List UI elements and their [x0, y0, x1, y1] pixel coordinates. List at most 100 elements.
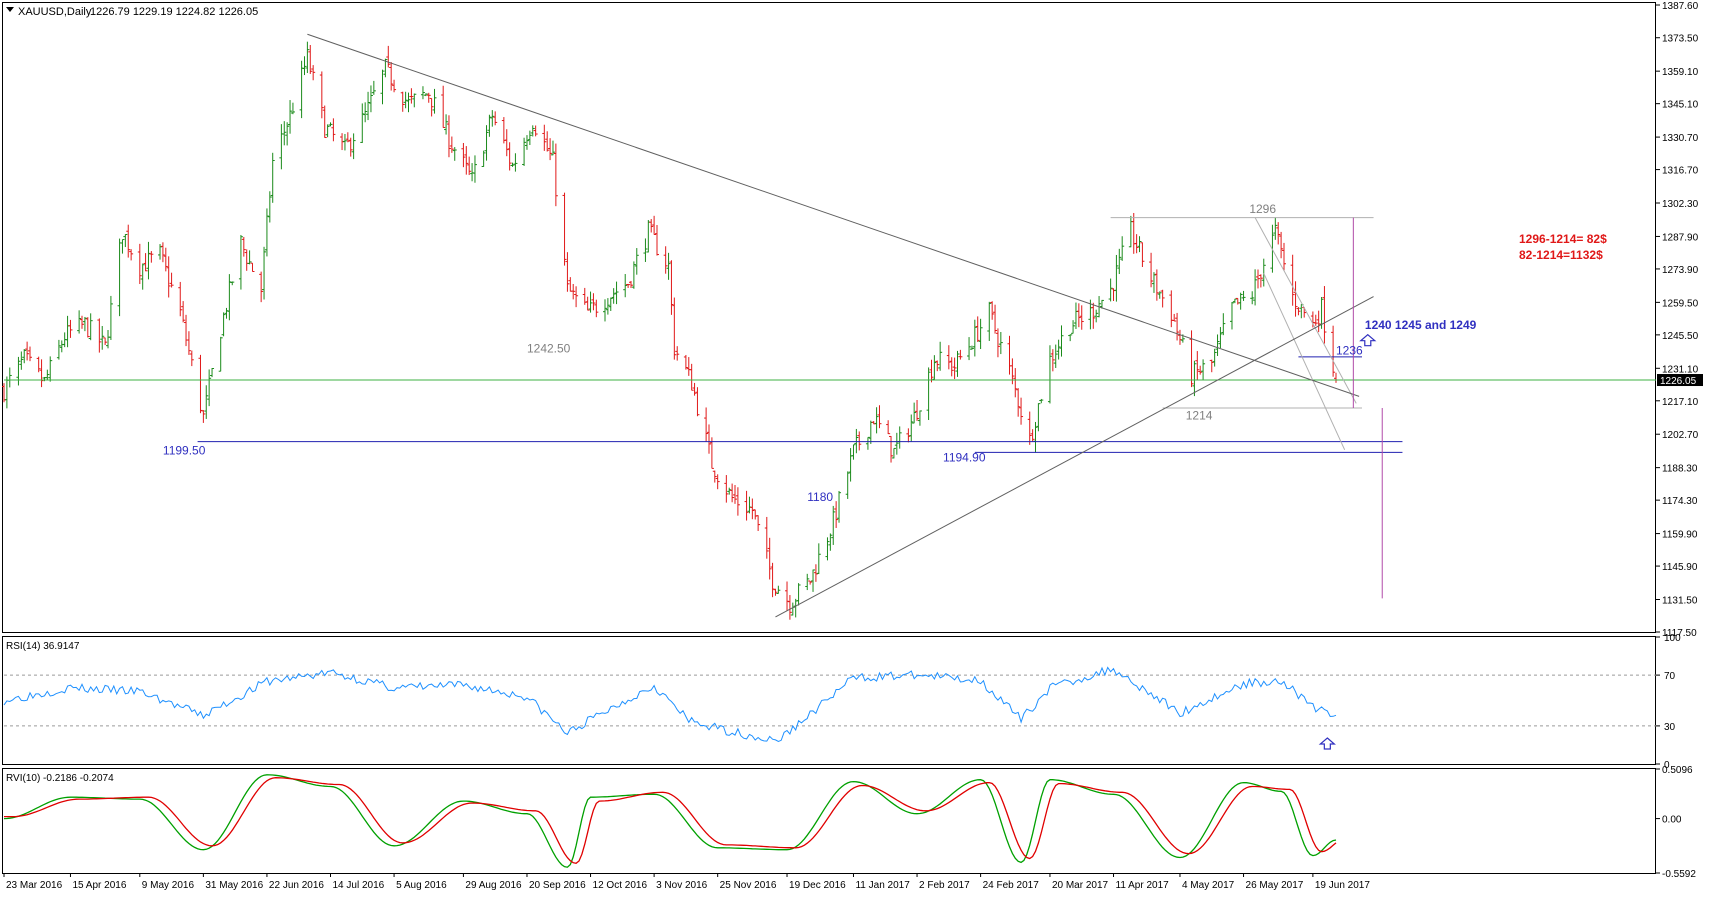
ohlc-bar — [654, 224, 659, 256]
ohlc-bar — [163, 247, 168, 272]
rvi-panel-frame — [2, 768, 1656, 874]
price-tick-label: 1345.10 — [1662, 100, 1699, 111]
price-annotation: 1199.50 — [163, 443, 206, 457]
ohlc-bar — [470, 163, 475, 182]
date-tick-label: 26 May 2017 — [1246, 880, 1304, 891]
price-tick-label: 1287.90 — [1662, 232, 1699, 243]
ohlc-bar — [16, 356, 21, 386]
ohlc-bar — [429, 97, 434, 117]
ohlc-bar — [461, 142, 466, 168]
ohlc-bar — [1137, 236, 1142, 253]
ohlc-bar — [1195, 351, 1200, 380]
ohlc-bar — [894, 432, 899, 455]
ohlc-bar — [628, 280, 633, 288]
ohlc-bar — [1192, 360, 1197, 397]
ohlc-bar — [1221, 313, 1226, 336]
price-tick-label: 1259.50 — [1662, 298, 1699, 309]
ohlc-bar — [319, 71, 324, 119]
symbol-title: XAUUSD,Daily — [18, 6, 92, 18]
ohlc-bar — [978, 318, 983, 350]
price-tick-label: 1387.60 — [1662, 1, 1699, 12]
date-tick-label: 29 Aug 2016 — [465, 880, 522, 891]
ohlc-bar — [727, 487, 732, 495]
ohlc-bar — [542, 124, 547, 151]
ohlc-bar — [1149, 252, 1154, 288]
ohlc-bar — [322, 105, 327, 139]
ohlc-bar — [186, 331, 191, 355]
ohlc-bar — [423, 93, 428, 97]
ohlc-bar — [750, 498, 755, 520]
ohlc-bar — [1316, 310, 1321, 333]
ohlc-bar — [82, 316, 87, 332]
ohlc-bar — [588, 291, 593, 313]
ohlc-bar — [1293, 281, 1298, 317]
ohlc-bar — [348, 137, 353, 157]
ohlc-bar — [813, 564, 818, 582]
price-annotation: 1214 — [1186, 409, 1213, 423]
ohlc-bar — [917, 410, 922, 426]
ohlc-bar — [611, 288, 616, 304]
ohlc-bar — [467, 156, 472, 176]
price-tick-label: 1188.30 — [1662, 464, 1698, 475]
ohlc-bar — [1172, 313, 1177, 322]
ohlc-bar — [756, 515, 761, 531]
ohlc-bar — [464, 146, 469, 175]
ohlc-bar — [169, 272, 174, 288]
ohlc-bar — [1198, 365, 1203, 375]
ohlc-bar — [605, 298, 610, 315]
ohlc-bar — [891, 447, 896, 459]
ohlc-bar — [389, 62, 394, 91]
ohlc-bar — [45, 369, 50, 380]
ohlc-bar — [522, 137, 527, 166]
ohlc-bar — [1050, 349, 1055, 372]
ohlc-bar — [88, 313, 93, 341]
ohlc-bar — [1007, 335, 1012, 375]
ohlc-bar — [785, 581, 790, 611]
date-tick-label: 19 Jun 2017 — [1315, 880, 1370, 891]
price-annotation: 1194.90 — [943, 450, 986, 464]
ohlc-bar — [371, 80, 376, 95]
ohlc-bar — [767, 537, 772, 580]
channel-upper-line — [1254, 217, 1357, 404]
ohlc-bar — [1134, 234, 1139, 254]
ohlc-bar — [672, 297, 677, 360]
ohlc-bar — [1157, 291, 1162, 299]
ohlc-bar — [972, 319, 977, 357]
ohlc-bar — [39, 359, 44, 388]
ohlc-bar — [1053, 344, 1058, 368]
ohlc-bar — [808, 580, 813, 585]
triangle-down-icon[interactable] — [6, 7, 14, 12]
ohlc-bar — [854, 428, 859, 454]
ohlc-bar — [675, 346, 680, 361]
date-tick-label: 24 Feb 2017 — [983, 880, 1040, 891]
ohlc-bar — [308, 44, 313, 74]
ohlc-bar — [140, 263, 145, 290]
ohlc-bar — [267, 191, 272, 223]
ohlc-bar — [692, 382, 697, 396]
ohlc-bar — [1215, 334, 1220, 356]
ohlc-bar — [571, 283, 576, 300]
ohlc-bar — [1059, 325, 1064, 357]
ohlc-bar — [201, 410, 206, 423]
ohlc-bar — [1238, 292, 1243, 310]
ohlc-bar — [259, 271, 264, 303]
ohlc-bar — [695, 387, 700, 417]
price-tick-label: 1117.50 — [1662, 628, 1697, 639]
ohlc-bar — [935, 360, 940, 372]
channel-lower-line — [1263, 273, 1346, 450]
current-price-tag — [1657, 374, 1703, 387]
price-tick-label: 1202.70 — [1662, 430, 1699, 441]
date-tick-label: 11 Jan 2017 — [855, 880, 910, 891]
ohlc-bar — [1331, 325, 1336, 377]
date-tick-label: 11 Apr 2017 — [1116, 880, 1170, 891]
price-tick-label: 1131.50 — [1662, 596, 1698, 607]
ohlc-bar — [493, 111, 498, 126]
rsi-tick-label: 100 — [1664, 633, 1681, 644]
ohlc-bar — [831, 505, 836, 545]
uptrend-line — [775, 296, 1374, 618]
ohlc-bar — [363, 102, 368, 123]
ohlc-bar — [210, 367, 215, 378]
rvi-tick-label: 0.5096 — [1662, 765, 1693, 776]
